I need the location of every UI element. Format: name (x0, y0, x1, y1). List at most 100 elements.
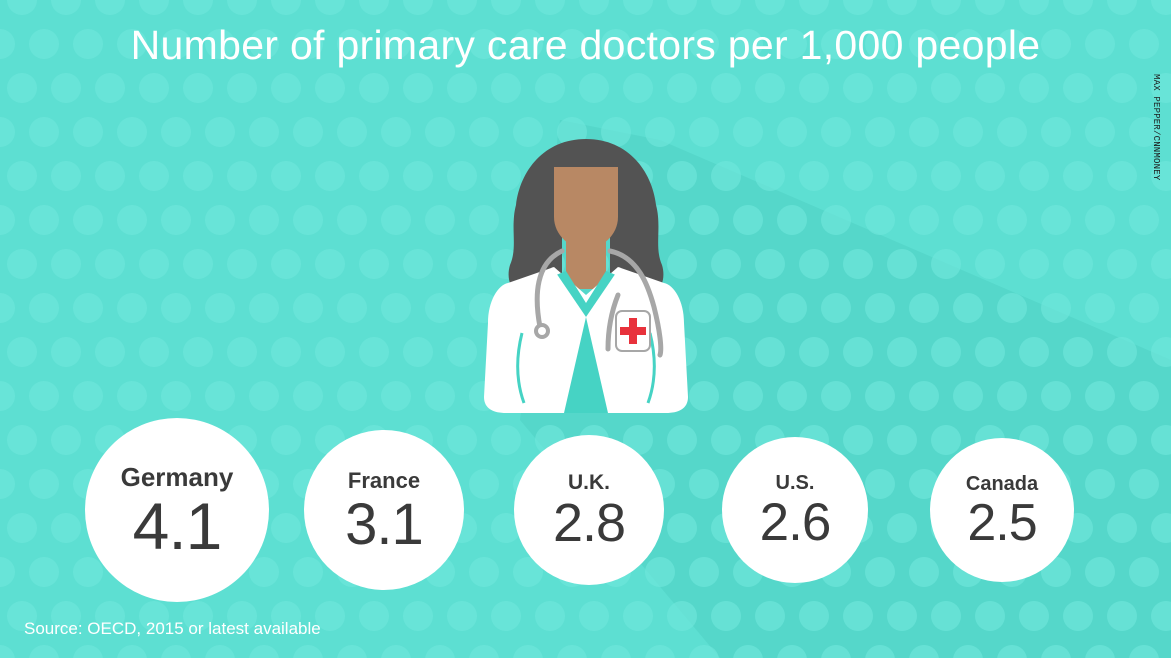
pattern-dot (271, 513, 301, 543)
pattern-dot (755, 73, 785, 103)
pattern-dot (491, 0, 521, 15)
pattern-dot (381, 205, 411, 235)
pattern-dot (777, 29, 807, 59)
pattern-dot (359, 161, 389, 191)
pattern-dot (887, 601, 917, 631)
pattern-dot (139, 161, 169, 191)
pattern-dot (271, 0, 301, 15)
pattern-dot (359, 601, 389, 631)
pattern-dot (205, 205, 235, 235)
pattern-dot (931, 73, 961, 103)
pattern-dot (1129, 381, 1159, 411)
pattern-dot (887, 73, 917, 103)
pattern-dot (997, 293, 1027, 323)
pattern-dot (205, 29, 235, 59)
pattern-dot (799, 249, 829, 279)
pattern-dot (161, 29, 191, 59)
country-circle: Canada 2.5 (930, 438, 1074, 582)
pattern-dot (1129, 117, 1159, 147)
credit-text: MAX PEPPER/CNNMONEY (1151, 74, 1161, 181)
pattern-dot (29, 557, 59, 587)
pattern-dot (139, 337, 169, 367)
pattern-dot (29, 381, 59, 411)
pattern-dot (931, 161, 961, 191)
pattern-dot (623, 73, 653, 103)
pattern-dot (1151, 73, 1171, 103)
country-label: France (347, 468, 421, 494)
pattern-dot (975, 337, 1005, 367)
pattern-dot (711, 0, 741, 15)
pattern-dot (601, 117, 631, 147)
pattern-dot (161, 381, 191, 411)
pattern-dot (0, 293, 15, 323)
pattern-dot (29, 117, 59, 147)
pattern-dot (337, 293, 367, 323)
pattern-dot (7, 425, 37, 455)
pattern-dot (51, 513, 81, 543)
pattern-dot (315, 161, 345, 191)
pattern-dot (1085, 381, 1115, 411)
pattern-dot (1063, 73, 1093, 103)
pattern-dot (403, 161, 433, 191)
pattern-dot (1019, 601, 1049, 631)
pattern-dot (447, 249, 477, 279)
pattern-dot (271, 601, 301, 631)
pattern-dot (667, 425, 697, 455)
pattern-dot (931, 601, 961, 631)
pattern-dot (293, 117, 323, 147)
pattern-dot (469, 469, 499, 499)
pattern-dot (293, 205, 323, 235)
pattern-dot (711, 249, 741, 279)
pattern-dot (1019, 337, 1049, 367)
pattern-dot (645, 645, 675, 658)
pattern-dot (513, 29, 543, 59)
country-label: Germany (120, 462, 234, 493)
pattern-dot (337, 117, 367, 147)
pattern-dot (381, 29, 411, 59)
pattern-dot (1151, 0, 1171, 15)
pattern-dot (1129, 557, 1159, 587)
pattern-dot (535, 0, 565, 15)
pattern-dot (953, 381, 983, 411)
pattern-dot (1107, 513, 1137, 543)
pattern-dot (535, 601, 565, 631)
pattern-dot (0, 469, 15, 499)
country-value: 2.8 (552, 493, 626, 553)
pattern-dot (953, 205, 983, 235)
pattern-dot (51, 161, 81, 191)
pattern-dot (183, 601, 213, 631)
pattern-dot (95, 161, 125, 191)
pattern-dot (205, 293, 235, 323)
pattern-dot (447, 337, 477, 367)
pattern-dot (293, 29, 323, 59)
pattern-dot (1019, 249, 1049, 279)
pattern-dot (931, 249, 961, 279)
pattern-dot (821, 117, 851, 147)
pattern-dot (689, 293, 719, 323)
pattern-dot (0, 645, 15, 658)
country-circle: France 3.1 (304, 430, 464, 590)
pattern-dot (95, 73, 125, 103)
pattern-dot (315, 249, 345, 279)
pattern-dot (381, 117, 411, 147)
pattern-dot (315, 0, 345, 15)
doctor-illustration-icon (484, 139, 688, 413)
pattern-dot (865, 205, 895, 235)
pattern-dot (73, 293, 103, 323)
country-value: 2.5 (967, 493, 1037, 552)
pattern-dot (887, 161, 917, 191)
pattern-dot (777, 205, 807, 235)
pattern-dot (51, 425, 81, 455)
pattern-dot (403, 601, 433, 631)
pattern-dot (953, 293, 983, 323)
pattern-dot (7, 0, 37, 15)
pattern-dot (909, 205, 939, 235)
pattern-dot (0, 29, 15, 59)
pattern-dot (293, 557, 323, 587)
pattern-dot (139, 601, 169, 631)
pattern-dot (1129, 469, 1159, 499)
pattern-dot (491, 425, 521, 455)
country-circle: Germany 4.1 (85, 418, 269, 602)
pattern-dot (469, 29, 499, 59)
country-circle: U.S. 2.6 (722, 437, 868, 583)
